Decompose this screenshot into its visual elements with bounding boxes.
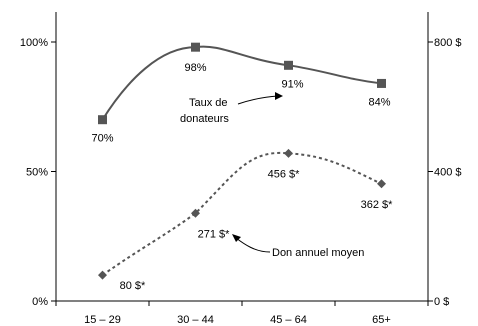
right-tick-label: 800 $ xyxy=(434,37,462,49)
data-label-don: 456 $* xyxy=(268,168,301,180)
annotation-rate-line2: donateurs xyxy=(180,113,229,125)
marker-taux xyxy=(377,78,386,88)
right-tick-label: 400 $ xyxy=(434,167,462,179)
marker-don xyxy=(377,179,386,189)
marker-taux xyxy=(98,115,107,125)
data-label-don: 271 $* xyxy=(198,228,231,240)
labels: 70% 98% 91% 84% 80 $* 271 $* 456 $* 362 $* xyxy=(91,62,393,292)
x-tick-label: 65+ xyxy=(372,314,391,326)
data-label-taux: 84% xyxy=(368,96,390,108)
donation-arrow xyxy=(235,237,271,253)
marker-don xyxy=(98,270,107,280)
marker-don xyxy=(284,148,293,158)
annotation-arrowheads xyxy=(232,92,283,242)
annotation-donation: Don annuel moyen xyxy=(272,247,364,259)
right-tick-label: 0 $ xyxy=(434,296,449,308)
data-label-don: 80 $* xyxy=(120,280,146,292)
left-tick-label: 100% xyxy=(20,37,48,49)
data-label-taux: 91% xyxy=(281,78,303,90)
x-tick-label: 45 – 64 xyxy=(270,314,307,326)
series-line-taux xyxy=(101,45,382,121)
annotation-rate-line1: Taux de xyxy=(189,97,228,109)
marker-don xyxy=(191,208,200,218)
data-label-taux: 98% xyxy=(184,62,206,74)
markers xyxy=(98,42,386,280)
data-label-taux: 70% xyxy=(91,133,113,145)
marker-taux xyxy=(284,60,293,70)
left-tick-label: 0% xyxy=(32,296,48,308)
x-tick-label: 15 – 29 xyxy=(84,314,121,326)
x-tick-label: 30 – 44 xyxy=(177,314,214,326)
rate-arrowhead xyxy=(275,92,283,100)
series-lines xyxy=(101,45,382,276)
axes: 0% 50% 100% 0 $ 400 $ 800 $ 15 – 29 30 – 44 45 –… xyxy=(20,12,462,326)
series-line-don xyxy=(101,151,382,276)
left-tick-label: 50% xyxy=(26,167,48,179)
rate-arrow xyxy=(237,95,279,105)
marker-taux xyxy=(191,42,200,52)
data-label-don: 362 $* xyxy=(361,199,394,211)
donation-arrowhead xyxy=(232,234,241,242)
